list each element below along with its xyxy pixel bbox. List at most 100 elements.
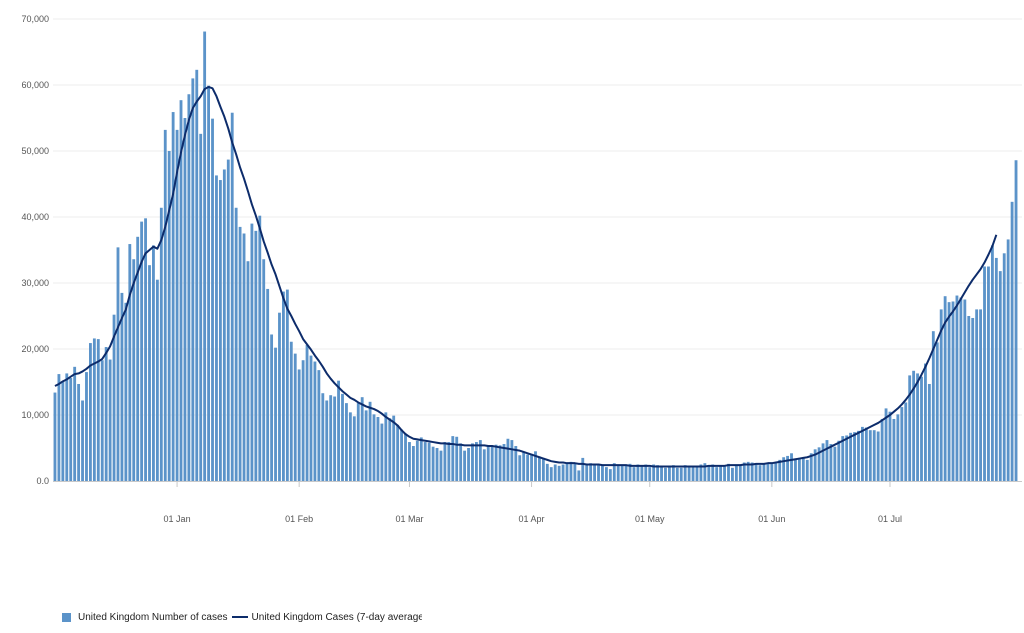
- bar[interactable]: [809, 453, 813, 481]
- bar[interactable]: [817, 447, 821, 481]
- bar[interactable]: [786, 455, 789, 481]
- bar[interactable]: [159, 207, 163, 481]
- bar[interactable]: [719, 465, 723, 481]
- bar[interactable]: [152, 245, 155, 481]
- bar[interactable]: [573, 463, 577, 481]
- bar[interactable]: [439, 450, 443, 481]
- bar[interactable]: [356, 403, 360, 481]
- bar[interactable]: [742, 462, 746, 481]
- bar[interactable]: [199, 133, 203, 481]
- bar[interactable]: [329, 395, 333, 481]
- bar[interactable]: [943, 296, 947, 481]
- bar[interactable]: [57, 374, 61, 481]
- bar[interactable]: [778, 459, 782, 481]
- bar[interactable]: [352, 416, 356, 481]
- bar[interactable]: [419, 437, 423, 481]
- bar[interactable]: [203, 31, 207, 481]
- bar[interactable]: [348, 412, 352, 481]
- bar[interactable]: [100, 360, 104, 481]
- bar[interactable]: [577, 470, 581, 481]
- bar[interactable]: [191, 78, 195, 482]
- bar[interactable]: [731, 467, 734, 481]
- bar[interactable]: [278, 312, 281, 481]
- bar[interactable]: [545, 463, 549, 481]
- bar[interactable]: [132, 259, 136, 481]
- bar[interactable]: [317, 370, 321, 481]
- bar[interactable]: [463, 450, 467, 481]
- bar[interactable]: [502, 444, 506, 481]
- bar[interactable]: [593, 465, 596, 481]
- bar[interactable]: [900, 407, 904, 481]
- bar[interactable]: [475, 442, 478, 481]
- bar[interactable]: [746, 461, 750, 481]
- bar[interactable]: [597, 463, 600, 481]
- bar[interactable]: [691, 467, 695, 481]
- bar[interactable]: [758, 465, 762, 481]
- bar[interactable]: [723, 465, 726, 481]
- bar[interactable]: [797, 457, 801, 481]
- bar[interactable]: [242, 233, 246, 482]
- bar[interactable]: [987, 266, 990, 482]
- bar[interactable]: [226, 159, 230, 481]
- bar[interactable]: [813, 449, 817, 481]
- bar[interactable]: [522, 451, 526, 481]
- bar[interactable]: [266, 288, 270, 481]
- bar[interactable]: [805, 459, 809, 481]
- bar[interactable]: [727, 463, 730, 481]
- bar[interactable]: [971, 317, 975, 481]
- bar[interactable]: [833, 446, 837, 481]
- bar[interactable]: [892, 418, 896, 481]
- bar[interactable]: [766, 463, 770, 481]
- bar[interactable]: [640, 466, 644, 481]
- average-line[interactable]: [54, 85, 998, 468]
- bar[interactable]: [679, 467, 683, 481]
- bar[interactable]: [754, 464, 758, 482]
- bar[interactable]: [912, 370, 916, 481]
- bar[interactable]: [183, 118, 187, 481]
- bar[interactable]: [632, 467, 636, 481]
- bar[interactable]: [561, 464, 565, 482]
- bar[interactable]: [924, 363, 927, 481]
- bar[interactable]: [285, 289, 289, 481]
- bar[interactable]: [951, 301, 955, 481]
- bar[interactable]: [77, 383, 81, 481]
- bar[interactable]: [222, 169, 226, 482]
- bar[interactable]: [920, 376, 923, 481]
- bar[interactable]: [368, 401, 372, 481]
- bar[interactable]: [660, 465, 663, 481]
- bar[interactable]: [128, 244, 132, 481]
- bar[interactable]: [990, 245, 994, 481]
- bar[interactable]: [81, 400, 84, 481]
- bar[interactable]: [321, 393, 325, 481]
- bar[interactable]: [872, 430, 876, 481]
- bar[interactable]: [372, 414, 376, 481]
- bar[interactable]: [360, 397, 364, 481]
- bar[interactable]: [994, 257, 998, 481]
- bar[interactable]: [762, 464, 766, 482]
- bar[interactable]: [1006, 239, 1010, 481]
- bar[interactable]: [384, 412, 388, 481]
- bar[interactable]: [624, 465, 628, 481]
- bar[interactable]: [112, 314, 116, 481]
- bar[interactable]: [163, 129, 167, 481]
- bar[interactable]: [601, 465, 604, 481]
- bar[interactable]: [695, 467, 699, 481]
- bar[interactable]: [565, 462, 569, 481]
- bar[interactable]: [234, 207, 238, 481]
- bar[interactable]: [116, 247, 120, 481]
- bar[interactable]: [959, 297, 963, 481]
- bar[interactable]: [703, 463, 707, 481]
- bar[interactable]: [179, 100, 183, 482]
- bar[interactable]: [671, 465, 675, 481]
- bar[interactable]: [644, 464, 648, 482]
- bar[interactable]: [144, 218, 147, 481]
- bar[interactable]: [652, 464, 656, 482]
- bar[interactable]: [908, 375, 912, 481]
- bar[interactable]: [53, 392, 57, 481]
- bar[interactable]: [408, 442, 411, 481]
- bar[interactable]: [258, 215, 262, 481]
- bar[interactable]: [829, 444, 833, 481]
- bar[interactable]: [770, 463, 774, 481]
- bar[interactable]: [388, 418, 392, 481]
- bar[interactable]: [215, 175, 218, 482]
